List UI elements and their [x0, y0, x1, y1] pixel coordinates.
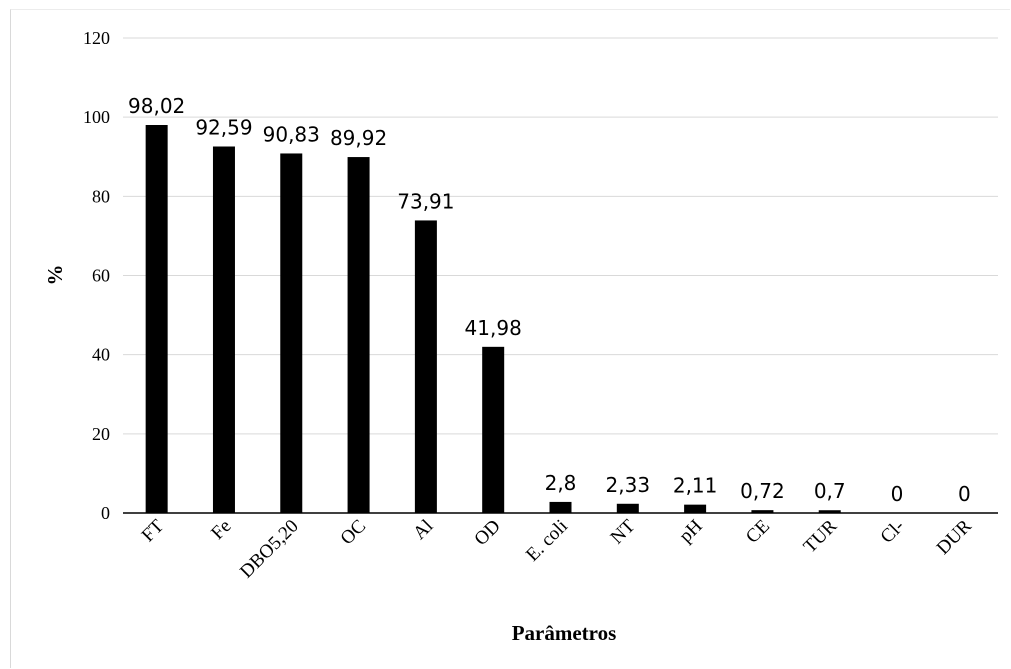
- x-tick-labels: FT Fe DBO5,20 OC Al OD E. coli NT pH CE TUR Cl- DUR: [138, 515, 976, 582]
- bar-al: [414, 220, 437, 514]
- data-label: 0: [958, 482, 971, 506]
- x-tick-label: TUR: [800, 515, 842, 557]
- data-label: 0: [891, 482, 904, 506]
- bar-ph: [684, 504, 707, 513]
- bar-e-coli: [549, 501, 572, 513]
- y-tick-label: 80: [92, 186, 110, 206]
- bar-ce: [751, 510, 774, 513]
- data-label: 2,8: [545, 471, 577, 495]
- bar-od: [482, 346, 505, 513]
- x-axis-title: Parâmetros: [512, 621, 617, 645]
- data-label: 41,98: [465, 316, 522, 340]
- bars: [145, 125, 841, 514]
- x-tick-label: OD: [470, 516, 504, 550]
- x-tick-label: pH: [675, 515, 706, 546]
- data-labels: 98,02 92,59 90,83 89,92 73,91 41,98 2,8 2,33 2,1…: [128, 94, 971, 506]
- x-tick-label: CE: [742, 516, 774, 548]
- bar-ft: [145, 125, 168, 514]
- x-tick-label: NT: [607, 515, 640, 548]
- data-label: 73,91: [397, 189, 454, 213]
- bar-oc: [347, 157, 370, 514]
- y-tick-label: 40: [92, 345, 110, 365]
- y-tick-label: 20: [92, 424, 110, 444]
- data-label: 2,11: [673, 474, 718, 498]
- data-label: 92,59: [195, 115, 252, 139]
- y-tick-labels: 0 20 40 60 80 100 120: [83, 28, 110, 523]
- y-tick-label: 0: [101, 503, 110, 523]
- data-label: 90,83: [263, 122, 320, 146]
- x-tick-label: DUR: [933, 515, 976, 558]
- bar-tur: [818, 510, 841, 513]
- y-tick-label: 60: [92, 266, 110, 286]
- bar-nt: [616, 503, 639, 513]
- chart-frame: [10, 9, 1010, 668]
- data-label: 0,72: [740, 479, 785, 503]
- x-tick-label: Cl-: [877, 516, 909, 548]
- y-axis-title: %: [43, 265, 67, 286]
- data-label: 89,92: [330, 126, 387, 150]
- x-tick-label: E. coli: [522, 516, 572, 566]
- x-tick-label: DBO5,20: [236, 516, 303, 583]
- data-label: 2,33: [606, 473, 651, 497]
- y-tick-label: 100: [83, 107, 110, 127]
- x-tick-label: FT: [138, 515, 169, 546]
- x-tick-label: Fe: [207, 516, 235, 544]
- bar-dbo5-20: [280, 153, 303, 513]
- gridlines: [123, 37, 998, 435]
- bar-fe: [212, 146, 235, 513]
- data-label: 0,7: [814, 479, 846, 503]
- x-tick-label: OC: [337, 516, 371, 550]
- data-label: 98,02: [128, 94, 185, 118]
- x-tick-label: Al: [409, 516, 437, 544]
- y-tick-label: 120: [83, 28, 110, 48]
